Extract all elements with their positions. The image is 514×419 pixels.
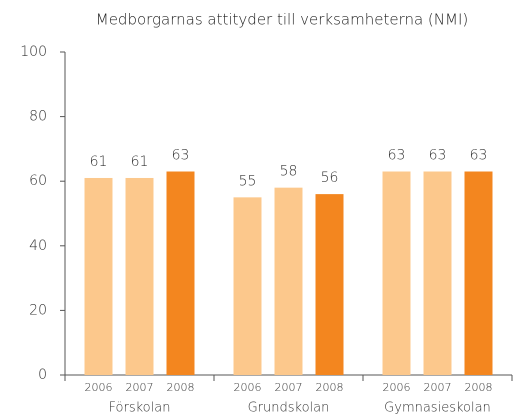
series-label: 2007 <box>424 381 452 394</box>
value-label: 63 <box>429 148 447 164</box>
series-label: 2006 <box>85 381 113 394</box>
value-label: 58 <box>280 164 298 180</box>
x-category-label: Förskolan <box>109 401 171 416</box>
value-label: 61 <box>131 154 149 170</box>
series-label: 2008 <box>167 381 195 394</box>
bar <box>423 171 452 375</box>
value-label: 56 <box>321 170 339 186</box>
series-label: 2008 <box>316 381 344 394</box>
series-label: 2007 <box>126 381 154 394</box>
y-tick-label: 60 <box>29 173 47 189</box>
y-tick-label: 0 <box>38 367 47 383</box>
value-label: 61 <box>90 154 108 170</box>
y-tick-label: 20 <box>29 302 47 318</box>
y-tick-label: 40 <box>29 238 47 254</box>
y-tick-label: 80 <box>29 109 47 125</box>
y-tick-label: 100 <box>20 44 47 60</box>
value-label: 63 <box>172 148 190 164</box>
bar <box>382 171 411 375</box>
bar <box>464 171 493 375</box>
series-label: 2008 <box>465 381 493 394</box>
series-label: 2006 <box>234 381 262 394</box>
bar <box>274 187 303 375</box>
bar <box>315 194 344 375</box>
bar <box>166 171 195 375</box>
value-label: 63 <box>388 148 406 164</box>
x-category-label: Gymnasieskolan <box>384 401 491 416</box>
value-label: 55 <box>239 173 257 189</box>
bar <box>125 177 154 375</box>
chart-title: Medborgarnas attityder till verksamheter… <box>96 11 468 29</box>
series-label: 2007 <box>275 381 303 394</box>
bar <box>84 177 113 375</box>
bar <box>233 197 262 375</box>
value-label: 63 <box>470 148 488 164</box>
x-category-label: Grundskolan <box>248 401 330 416</box>
series-label: 2006 <box>383 381 411 394</box>
